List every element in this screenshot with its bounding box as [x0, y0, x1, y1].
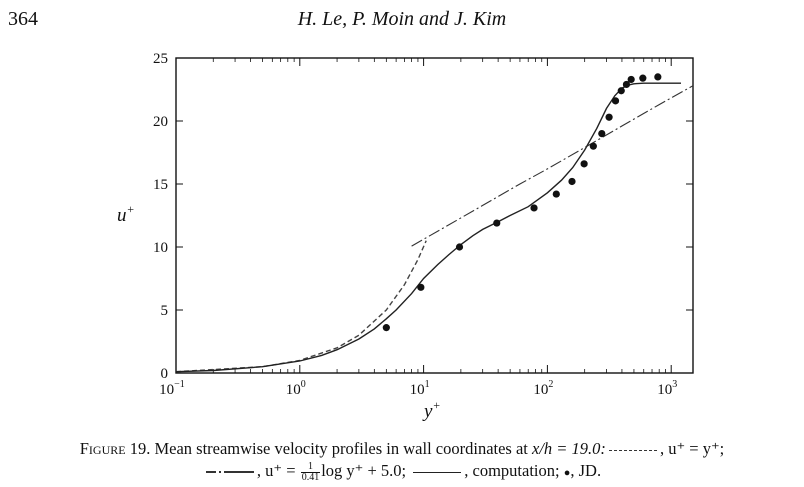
jd-data-point — [611, 97, 620, 105]
y-tick-label: 15 — [153, 177, 168, 193]
linear-law-line — [175, 240, 427, 373]
jd-data-point — [580, 160, 588, 168]
solid-line-swatch — [413, 471, 462, 473]
plot-frame — [175, 57, 694, 374]
marker-dot-icon: ● — [563, 467, 571, 479]
jd-data-point — [639, 74, 647, 82]
caption-line-1: Figure 19. Mean streamwise velocity prof… — [0, 438, 804, 460]
legend-marker-label: , JD. — [570, 461, 602, 480]
jd-data-point — [617, 87, 625, 95]
jd-data-point — [598, 130, 606, 138]
y-axis-title: u+ — [117, 202, 135, 226]
x-tick-label: 10−1 — [159, 379, 185, 398]
legend-dashdot-prefix: , u⁺ = — [256, 461, 300, 480]
figure-caption: Figure 19. Mean streamwise velocity prof… — [0, 438, 804, 484]
fraction-denominator: 0.41 — [301, 471, 320, 483]
fraction: 1 0.41 — [300, 461, 321, 483]
page-number: 364 — [8, 8, 38, 30]
caption-line-2: , u⁺ = 1 0.41 log y⁺ + 5.0; , computation;… — [0, 460, 804, 484]
legend-dashdot-suffix: log y⁺ + 5.0; — [321, 461, 407, 480]
x-tick-label: 101 — [410, 379, 430, 398]
jd-data-point — [568, 177, 576, 186]
x-tick-label: 102 — [533, 379, 553, 398]
jd-data-point — [552, 190, 560, 198]
velocity-profile-chart: 0 5 10 15 20 25 10−1 100 101 102 103 u+ y+ — [117, 51, 694, 422]
y-tick-label: 0 — [161, 366, 169, 382]
jd-data-point — [589, 142, 597, 150]
caption-text: Mean streamwise velocity profiles in wal… — [154, 439, 533, 458]
legend-dashed-label: , u⁺ = y⁺; — [659, 439, 725, 458]
jd-data-point — [382, 324, 390, 332]
x-tick-label: 100 — [286, 379, 306, 398]
x-axis-title: y+ — [422, 398, 441, 422]
jd-data-point — [622, 80, 631, 89]
running-head: H. Le, P. Moin and J. Kim — [297, 8, 507, 30]
y-tick-label: 25 — [153, 51, 168, 67]
y-tick-label: 5 — [161, 303, 169, 319]
y-tick-label: 20 — [153, 114, 168, 130]
caption-condition: x/h = 19.0: — [532, 439, 606, 458]
jd-data-point — [493, 219, 501, 227]
fraction-numerator: 1 — [300, 461, 321, 473]
computation-line — [175, 82, 681, 373]
jd-data-point — [417, 283, 425, 291]
jd-data-point — [455, 243, 464, 251]
legend-solid-label: , computation; — [464, 461, 560, 480]
y-tick-label: 10 — [153, 240, 168, 256]
jd-data-point — [654, 73, 662, 81]
jd-data-point — [627, 75, 635, 84]
dashed-line-swatch — [608, 449, 657, 451]
dashdot-line-swatch — [205, 471, 254, 474]
x-tick-label: 103 — [657, 379, 677, 398]
caption-label: Figure 19. — [79, 439, 151, 458]
jd-data-point — [530, 204, 538, 212]
log-law-line — [411, 85, 694, 247]
jd-data-point — [605, 113, 613, 121]
